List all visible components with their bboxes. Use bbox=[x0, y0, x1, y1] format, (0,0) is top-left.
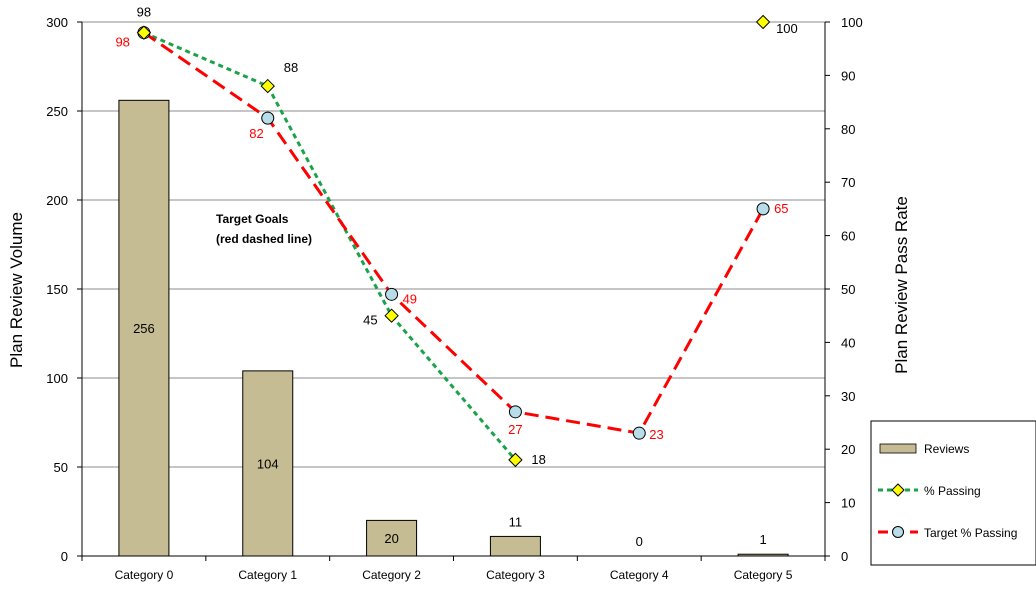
passing-value-label: 18 bbox=[531, 452, 545, 467]
passing-value-label: 88 bbox=[284, 60, 298, 75]
bar-value-label: 11 bbox=[509, 514, 523, 529]
y2-tick-label: 60 bbox=[841, 229, 855, 244]
y-tick-label: 0 bbox=[61, 549, 68, 564]
target-line bbox=[143, 31, 765, 435]
bar bbox=[489, 535, 541, 557]
x-tick-label: Category 5 bbox=[734, 568, 793, 582]
y-tick-label: 200 bbox=[46, 193, 68, 208]
x-tick-label: Category 1 bbox=[238, 568, 297, 582]
legend-label-target: Target % Passing bbox=[924, 526, 1017, 540]
legend-swatch-reviews bbox=[879, 443, 917, 454]
passing-marker bbox=[755, 14, 771, 30]
bar-value-label: 256 bbox=[133, 321, 155, 336]
legend-label-reviews: Reviews bbox=[924, 442, 969, 456]
y-axis-title: Plan Review Volume bbox=[7, 212, 26, 368]
y-tick-label: 300 bbox=[46, 15, 68, 30]
passing-value-label: 98 bbox=[137, 5, 151, 20]
y-tick-label: 150 bbox=[46, 282, 68, 297]
target-marker bbox=[756, 202, 770, 216]
y2-tick-label: 50 bbox=[841, 282, 855, 297]
y2-tick-label: 90 bbox=[841, 68, 855, 83]
x-tick-label: Category 3 bbox=[486, 568, 545, 582]
y2-tick-label: 100 bbox=[841, 15, 863, 30]
target-value-label: 82 bbox=[249, 126, 263, 141]
x-tick-label: Category 2 bbox=[362, 568, 421, 582]
passing-marker bbox=[136, 25, 152, 40]
bar bbox=[366, 519, 418, 557]
y2-tick-label: 10 bbox=[841, 496, 855, 511]
y2-tick-label: 0 bbox=[841, 549, 848, 564]
legend-marker-passing bbox=[891, 483, 905, 497]
y-tick-label: 100 bbox=[46, 371, 68, 386]
bar-value-label: 0 bbox=[636, 534, 643, 549]
target-value-label: 27 bbox=[508, 422, 522, 437]
target-value-label: 23 bbox=[649, 427, 663, 442]
y-tick-label: 250 bbox=[46, 104, 68, 119]
y2-tick-label: 80 bbox=[841, 122, 855, 137]
y-tick-label: 50 bbox=[54, 460, 68, 475]
annotation-line-2: (red dashed line) bbox=[216, 232, 312, 246]
bar-value-label: 20 bbox=[384, 531, 398, 546]
annotation-line-1: Target Goals bbox=[216, 212, 289, 226]
line-series bbox=[136, 14, 771, 468]
legend-label-passing: % Passing bbox=[924, 484, 981, 498]
target-marker bbox=[385, 287, 399, 301]
y2-axis-title: Plan Review Pass Rate bbox=[892, 196, 911, 374]
y2-tick-label: 40 bbox=[841, 335, 855, 350]
legend: Reviews % Passing Target % Passing bbox=[870, 420, 1036, 566]
target-value-label: 65 bbox=[774, 201, 788, 216]
passing-marker bbox=[260, 78, 275, 94]
passing-marker bbox=[384, 308, 399, 323]
x-tick-label: Category 4 bbox=[610, 568, 669, 582]
y2-tick-label: 70 bbox=[841, 175, 855, 190]
target-marker bbox=[632, 426, 646, 440]
target-marker bbox=[261, 111, 275, 125]
tick-labels: 0501001502002503000102030405060708090100… bbox=[46, 15, 862, 582]
y2-tick-label: 30 bbox=[841, 389, 855, 404]
passing-value-label: 45 bbox=[363, 313, 377, 328]
y2-tick-label: 20 bbox=[841, 442, 855, 457]
bar-value-label: 104 bbox=[257, 456, 279, 471]
x-tick-label: Category 0 bbox=[115, 568, 174, 582]
bar-value-label: 1 bbox=[759, 532, 766, 547]
legend-marker-target bbox=[892, 526, 904, 538]
passing-value-label: 100 bbox=[776, 21, 798, 36]
bar-series bbox=[118, 99, 789, 557]
gridlines bbox=[82, 21, 825, 468]
axes bbox=[77, 21, 830, 561]
passing-marker bbox=[508, 452, 523, 468]
data-labels: 256 104 20 11 0 1 98 88 45 18 100 98 82 49 27 23 65 bbox=[115, 5, 797, 549]
target-marker bbox=[508, 405, 522, 419]
target-value-label: 98 bbox=[115, 35, 129, 50]
bar bbox=[242, 370, 294, 557]
target-value-label: 49 bbox=[403, 291, 417, 306]
